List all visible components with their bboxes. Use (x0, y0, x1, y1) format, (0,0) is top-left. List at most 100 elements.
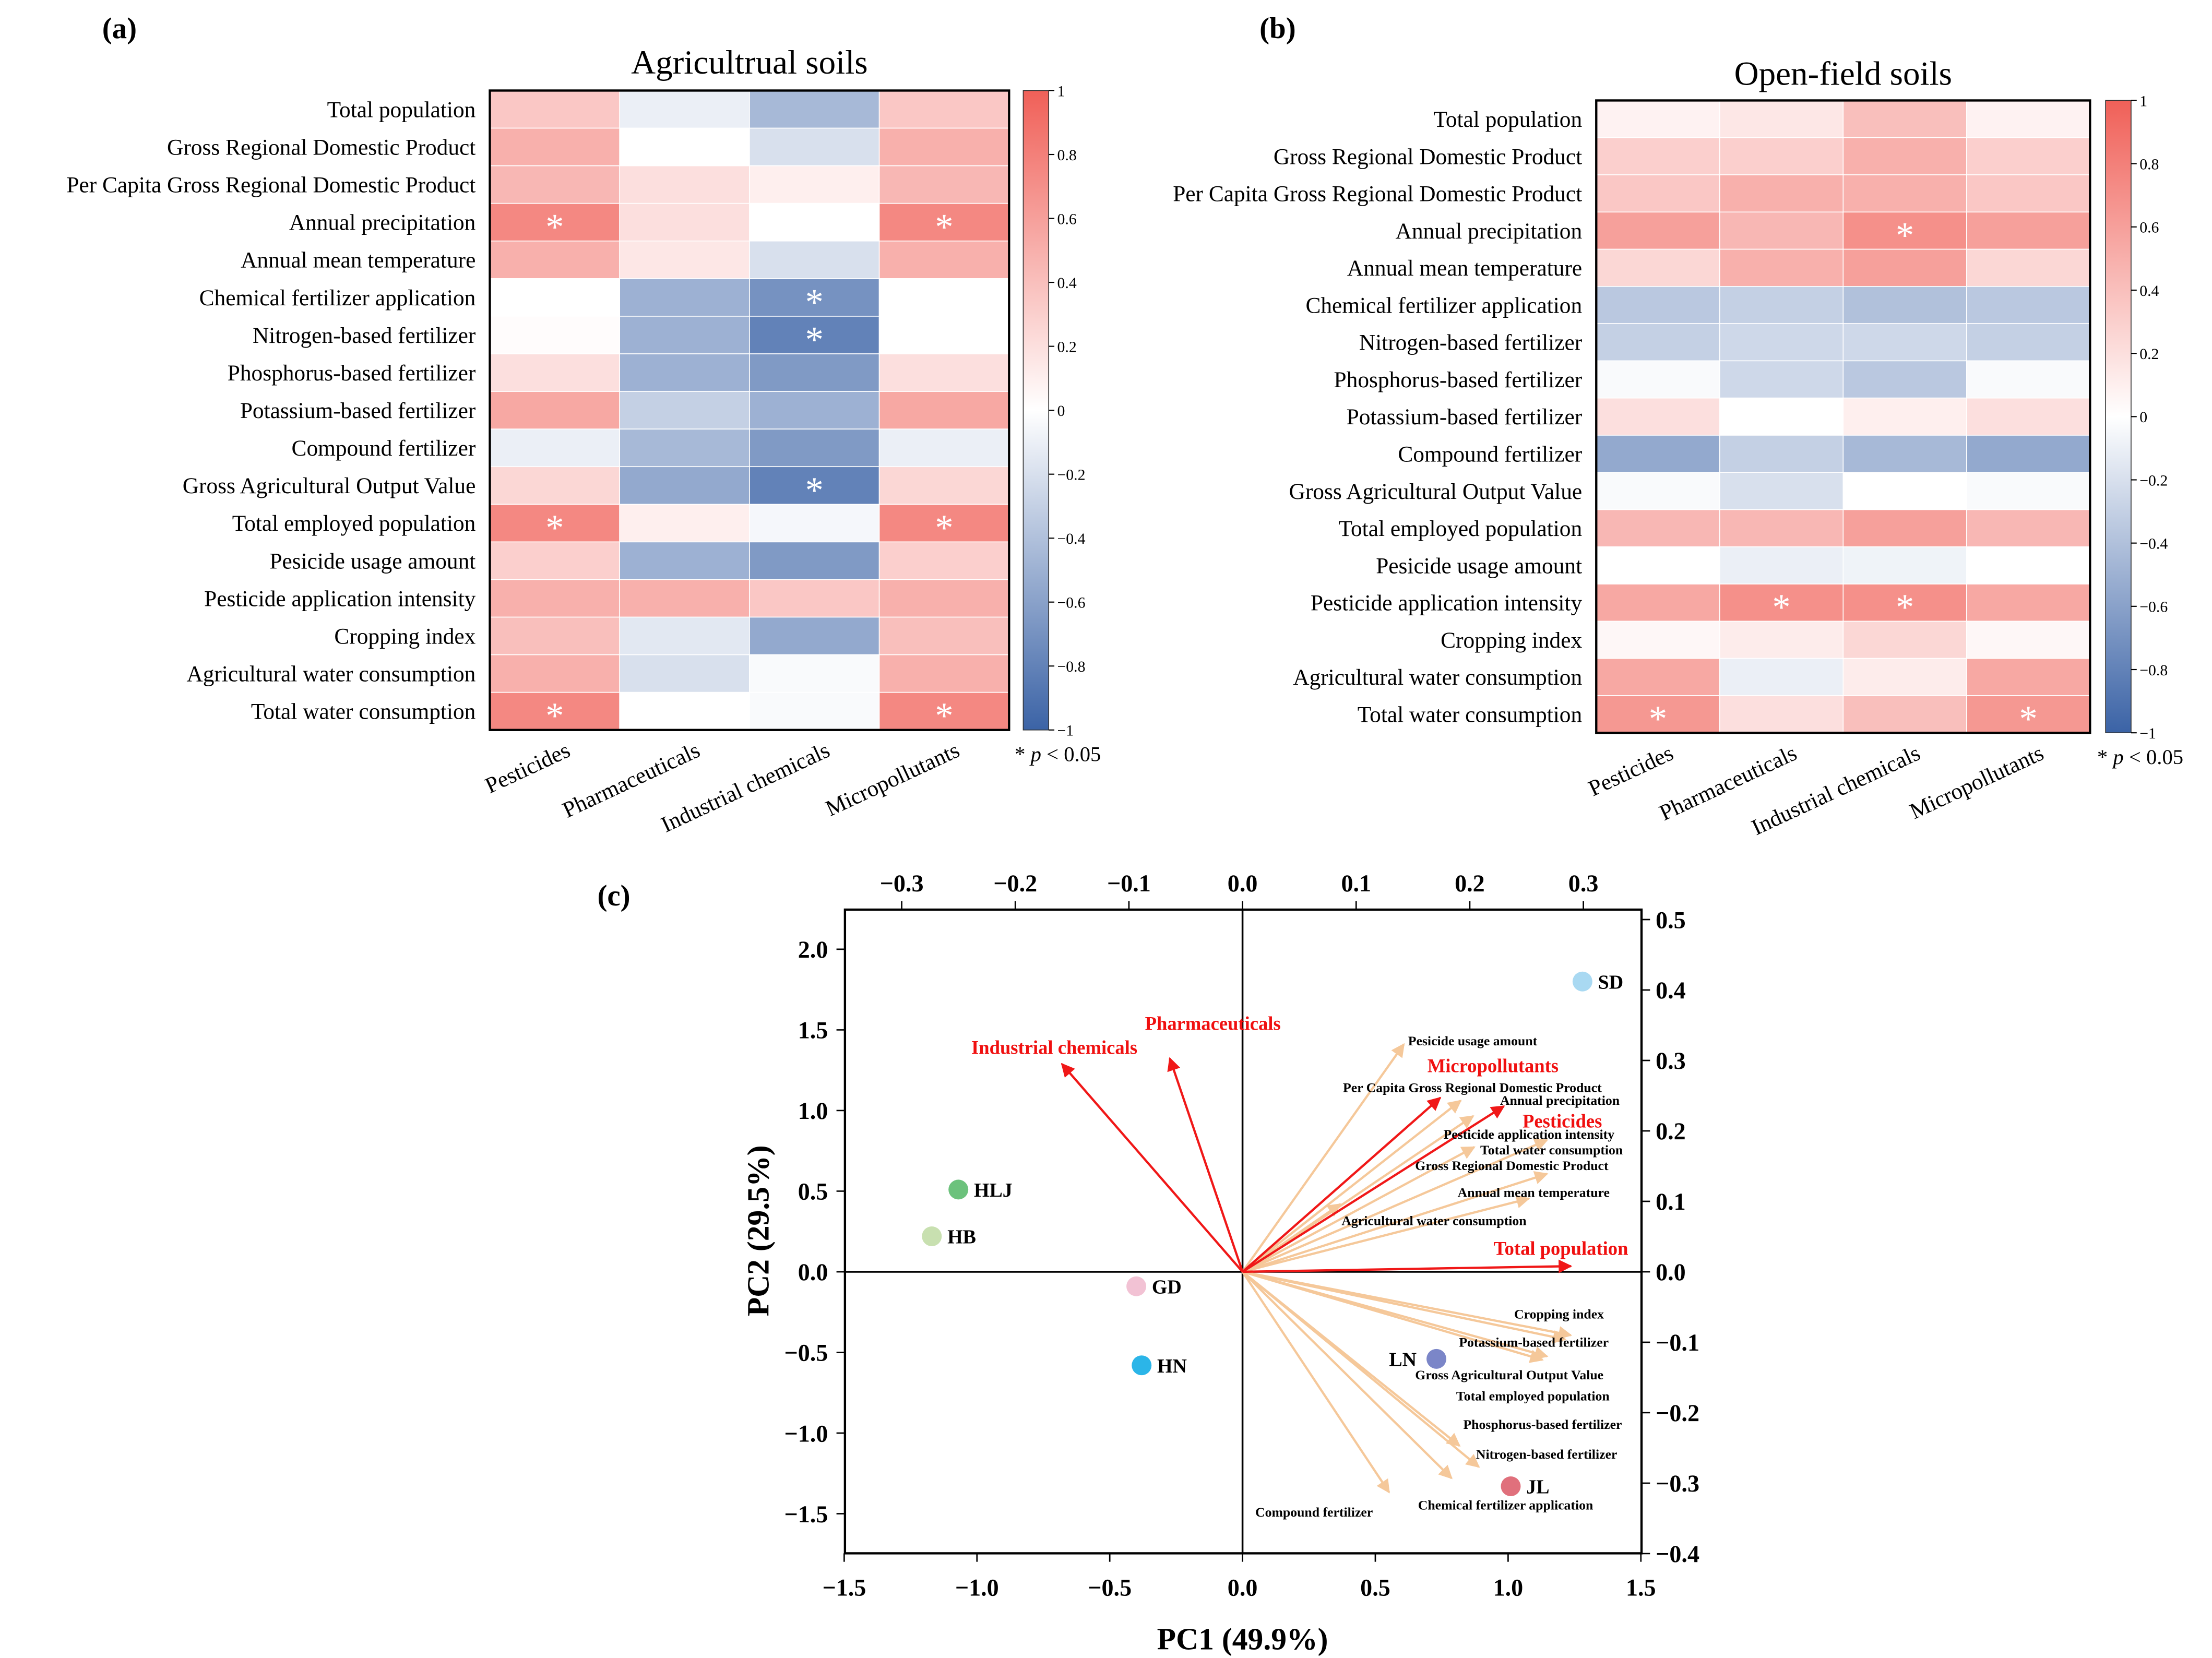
row-label: Total employed population (232, 511, 476, 536)
colorbar-tick-label: −0.8 (1057, 658, 1085, 675)
heatmap-cell (749, 541, 880, 580)
row-label: Phosphorus-based fertilizer (228, 361, 476, 386)
group-loading-arrow (1242, 1096, 1442, 1273)
loading-label: Total water consumption (1480, 1142, 1623, 1158)
heatmap-frame (1595, 99, 2091, 734)
heatmap-cell (878, 127, 1010, 166)
colorbar-tick-label: 0.2 (2139, 345, 2159, 363)
heatmap-cell (489, 428, 620, 468)
top-tick-label: 0.3 (1568, 870, 1599, 897)
sample-label: HLJ (974, 1179, 1013, 1201)
significance-star: * (545, 508, 564, 548)
heatmap-cell (489, 541, 620, 580)
sample-label: SD (1598, 971, 1624, 993)
note-p: p (2111, 745, 2123, 769)
row-label: Per Capita Gross Regional Domestic Produ… (1173, 182, 1582, 207)
heatmap-cell (749, 428, 880, 468)
loading-label: Compound fertilizer (1255, 1505, 1373, 1520)
heatmap-cell (1966, 621, 2091, 659)
heatmap-cell (1719, 100, 1844, 138)
y-tick-label: −1.5 (784, 1501, 828, 1528)
heatmap-cell (1596, 583, 1720, 622)
group-loading-arrow (1242, 1105, 1505, 1273)
loading-label: Annual mean temperature (1458, 1185, 1610, 1200)
group-loading-label: Industrial chemicals (971, 1037, 1137, 1058)
heatmap-cell (878, 278, 1010, 317)
loading-arrow (1242, 1271, 1453, 1480)
right-tick-label: 0.5 (1656, 906, 1686, 933)
sample-label: JL (1526, 1476, 1549, 1498)
row-label: Annual precipitation (1396, 219, 1583, 244)
heatmap-cell (878, 579, 1010, 618)
colorbar-tick-label: 0 (2139, 409, 2147, 426)
y-tick-label: −0.5 (784, 1340, 828, 1366)
heatmap-cell (1719, 286, 1844, 324)
row-label: Total population (327, 97, 476, 122)
heatmap-cell (1842, 137, 1967, 175)
colorbar-tick-label: 0.8 (1057, 147, 1076, 164)
row-label: Cropping index (334, 624, 475, 649)
right-tick-label: −0.3 (1656, 1470, 1699, 1497)
row-label: Nitrogen-based fertilizer (1359, 330, 1583, 355)
row-label: Agricultural water consumption (1293, 665, 1582, 690)
group-loading-arrow (1242, 1259, 1573, 1273)
right-tick-label: 0.4 (1656, 977, 1686, 1004)
right-tick-label: 0.2 (1656, 1118, 1686, 1144)
heatmap-cell (1966, 397, 2091, 436)
heatmap-cell (749, 202, 880, 242)
significance-note: * p < 0.05 (1015, 742, 1101, 766)
heatmap-cell (489, 654, 620, 693)
heatmap-cell (878, 202, 1010, 242)
chart-title: Open-field soils (1734, 55, 1952, 93)
heatmap-cell (489, 165, 620, 204)
heatmap-cell (619, 90, 750, 129)
sample-point (1126, 1276, 1147, 1296)
heatmap-cell (1719, 509, 1844, 547)
colorbar-tick-label: 0 (1057, 402, 1065, 420)
x-tick-label: −1.5 (822, 1574, 866, 1601)
heatmap-open-field-soils: (b) Open-field soils Total population Gross… (1173, 12, 2183, 840)
loading-arrow (1242, 1270, 1544, 1363)
heatmap-cell (489, 127, 620, 166)
loading-arrow (1242, 1270, 1567, 1344)
heatmap-cell (1596, 286, 1720, 324)
loading-label: Cropping index (1514, 1306, 1604, 1321)
heatmap-cell (1842, 583, 1967, 622)
panel-label: (b) (1259, 12, 1296, 45)
heatmap-cell (489, 391, 620, 430)
heatmap-cell (878, 654, 1010, 693)
heatmap-cell (1966, 435, 2091, 473)
heatmap-cell (1596, 435, 1720, 473)
sample-label: GD (1152, 1276, 1182, 1298)
heatmap-cell (619, 127, 750, 166)
heatmap-cell (489, 202, 620, 242)
row-label: Total water consumption (1358, 702, 1583, 727)
heatmap-cell (619, 654, 750, 693)
heatmap-cell (878, 240, 1010, 279)
heatmap-cell (489, 90, 620, 129)
row-label: Total employed population (1339, 516, 1583, 541)
row-label: Per Capita Gross Regional Domestic Produ… (66, 173, 475, 198)
colorbar-tick-label: 0.4 (1057, 275, 1076, 292)
heatmap-cell (1966, 323, 2091, 362)
significance-star: * (1772, 587, 1790, 628)
heatmap-cell (1966, 100, 2091, 138)
heatmap-agricultural-soils: (a) Agricultrual soils Total population Gro… (66, 12, 1101, 837)
y-tick-label: 0.5 (798, 1178, 828, 1205)
loading-label: Per Capita Gross Regional Domestic Produ… (1343, 1080, 1602, 1095)
right-tick-label: 0.3 (1656, 1047, 1686, 1074)
loading-arrow (1242, 1146, 1476, 1273)
loading-arrow (1242, 1271, 1480, 1468)
sample-point (1132, 1355, 1152, 1376)
heatmap-cell (878, 466, 1010, 505)
panel-label: (c) (597, 879, 630, 912)
row-label: Cropping index (1441, 628, 1582, 653)
colorbar-tick-label: −0.4 (2139, 535, 2168, 553)
pca-biplot: (c) −1.5 −1.0 −0.5 0.0 0.5 1.0 1.5 −1.5 −1.0 −0.5 0… (597, 870, 1699, 1656)
heatmap-cell (489, 616, 620, 655)
top-tick-label: 0.2 (1455, 870, 1485, 897)
loading-label: Nitrogen-based fertilizer (1476, 1447, 1618, 1462)
heatmap-cell (1596, 509, 1720, 547)
heatmap-cell (1596, 360, 1720, 399)
heatmap-cell (749, 466, 880, 505)
